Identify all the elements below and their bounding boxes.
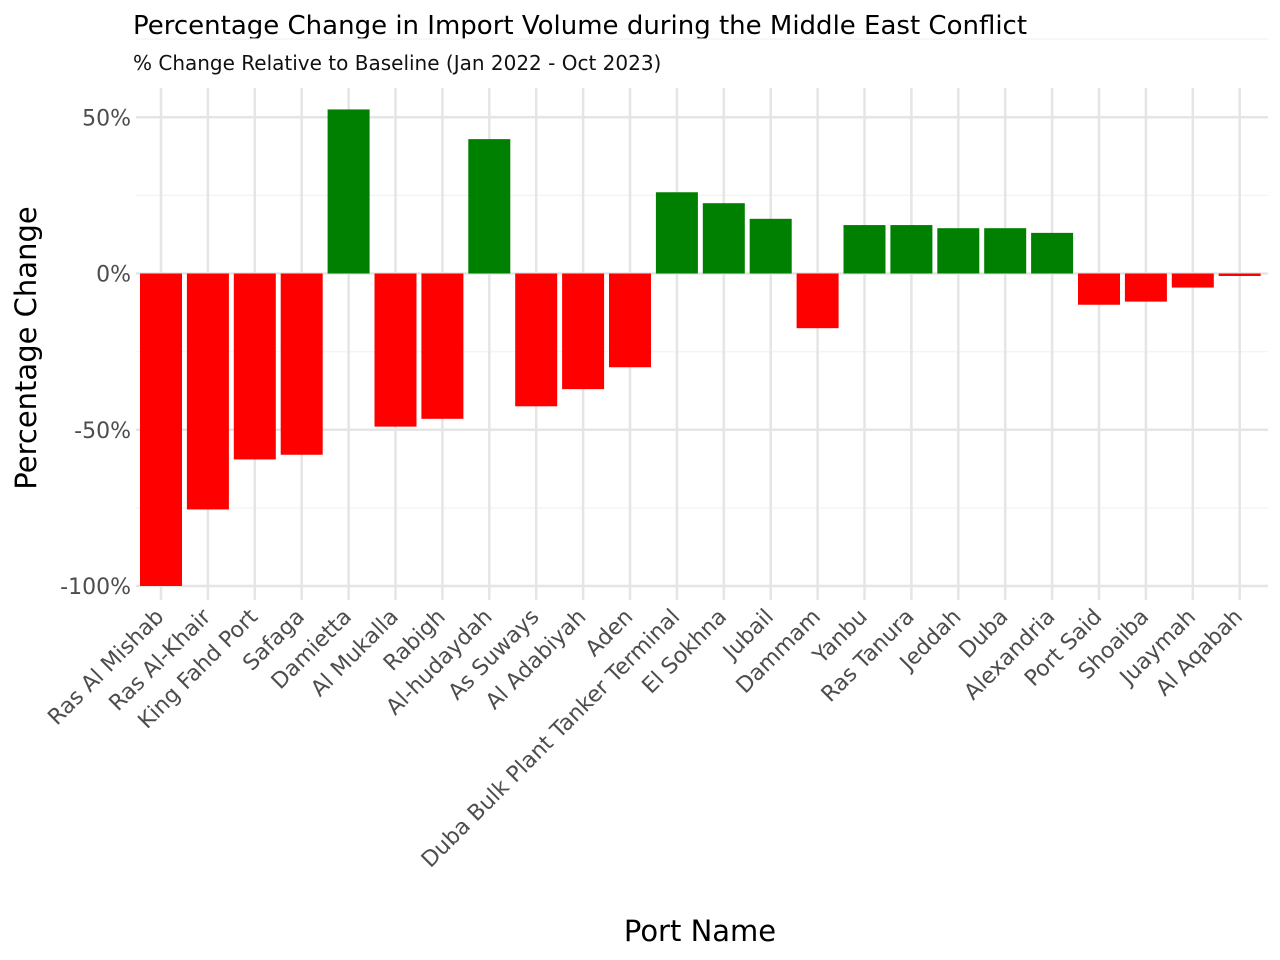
bar: [890, 225, 933, 274]
bar: [609, 273, 651, 368]
bar: [655, 192, 698, 274]
y-tick-label: 0%: [96, 263, 131, 288]
bar: [1218, 273, 1261, 276]
bar: [1078, 273, 1120, 305]
bar: [1171, 273, 1214, 288]
y-tick-labels: 50% 0% -50% -100%: [60, 106, 131, 600]
y-tick-label: -50%: [74, 419, 131, 444]
bar: [1031, 232, 1074, 274]
x-axis-title: Port Name: [624, 914, 776, 948]
y-tick-label: 50%: [82, 106, 131, 131]
bar: [140, 273, 182, 586]
bar: [515, 273, 558, 407]
bar: [186, 273, 229, 510]
bar: [562, 273, 605, 390]
bar: [327, 109, 370, 274]
bar: [984, 228, 1027, 274]
bar: [1124, 273, 1167, 302]
bar: [702, 203, 745, 274]
bar: [749, 218, 792, 274]
bar: [233, 273, 276, 460]
bar: [796, 273, 839, 329]
y-axis-title: Percentage Change: [9, 206, 43, 489]
chart-title: Percentage Change in Import Volume durin…: [133, 11, 1027, 41]
bar-layer: [140, 109, 1261, 586]
bar: [468, 139, 511, 274]
bar: [374, 273, 417, 427]
y-tick-label: -100%: [60, 575, 131, 600]
bar: [280, 273, 323, 455]
bar: [421, 273, 464, 419]
chart-subtitle: % Change Relative to Baseline (Jan 2022 …: [133, 51, 661, 75]
bar: [843, 225, 886, 274]
bar: [937, 228, 980, 274]
